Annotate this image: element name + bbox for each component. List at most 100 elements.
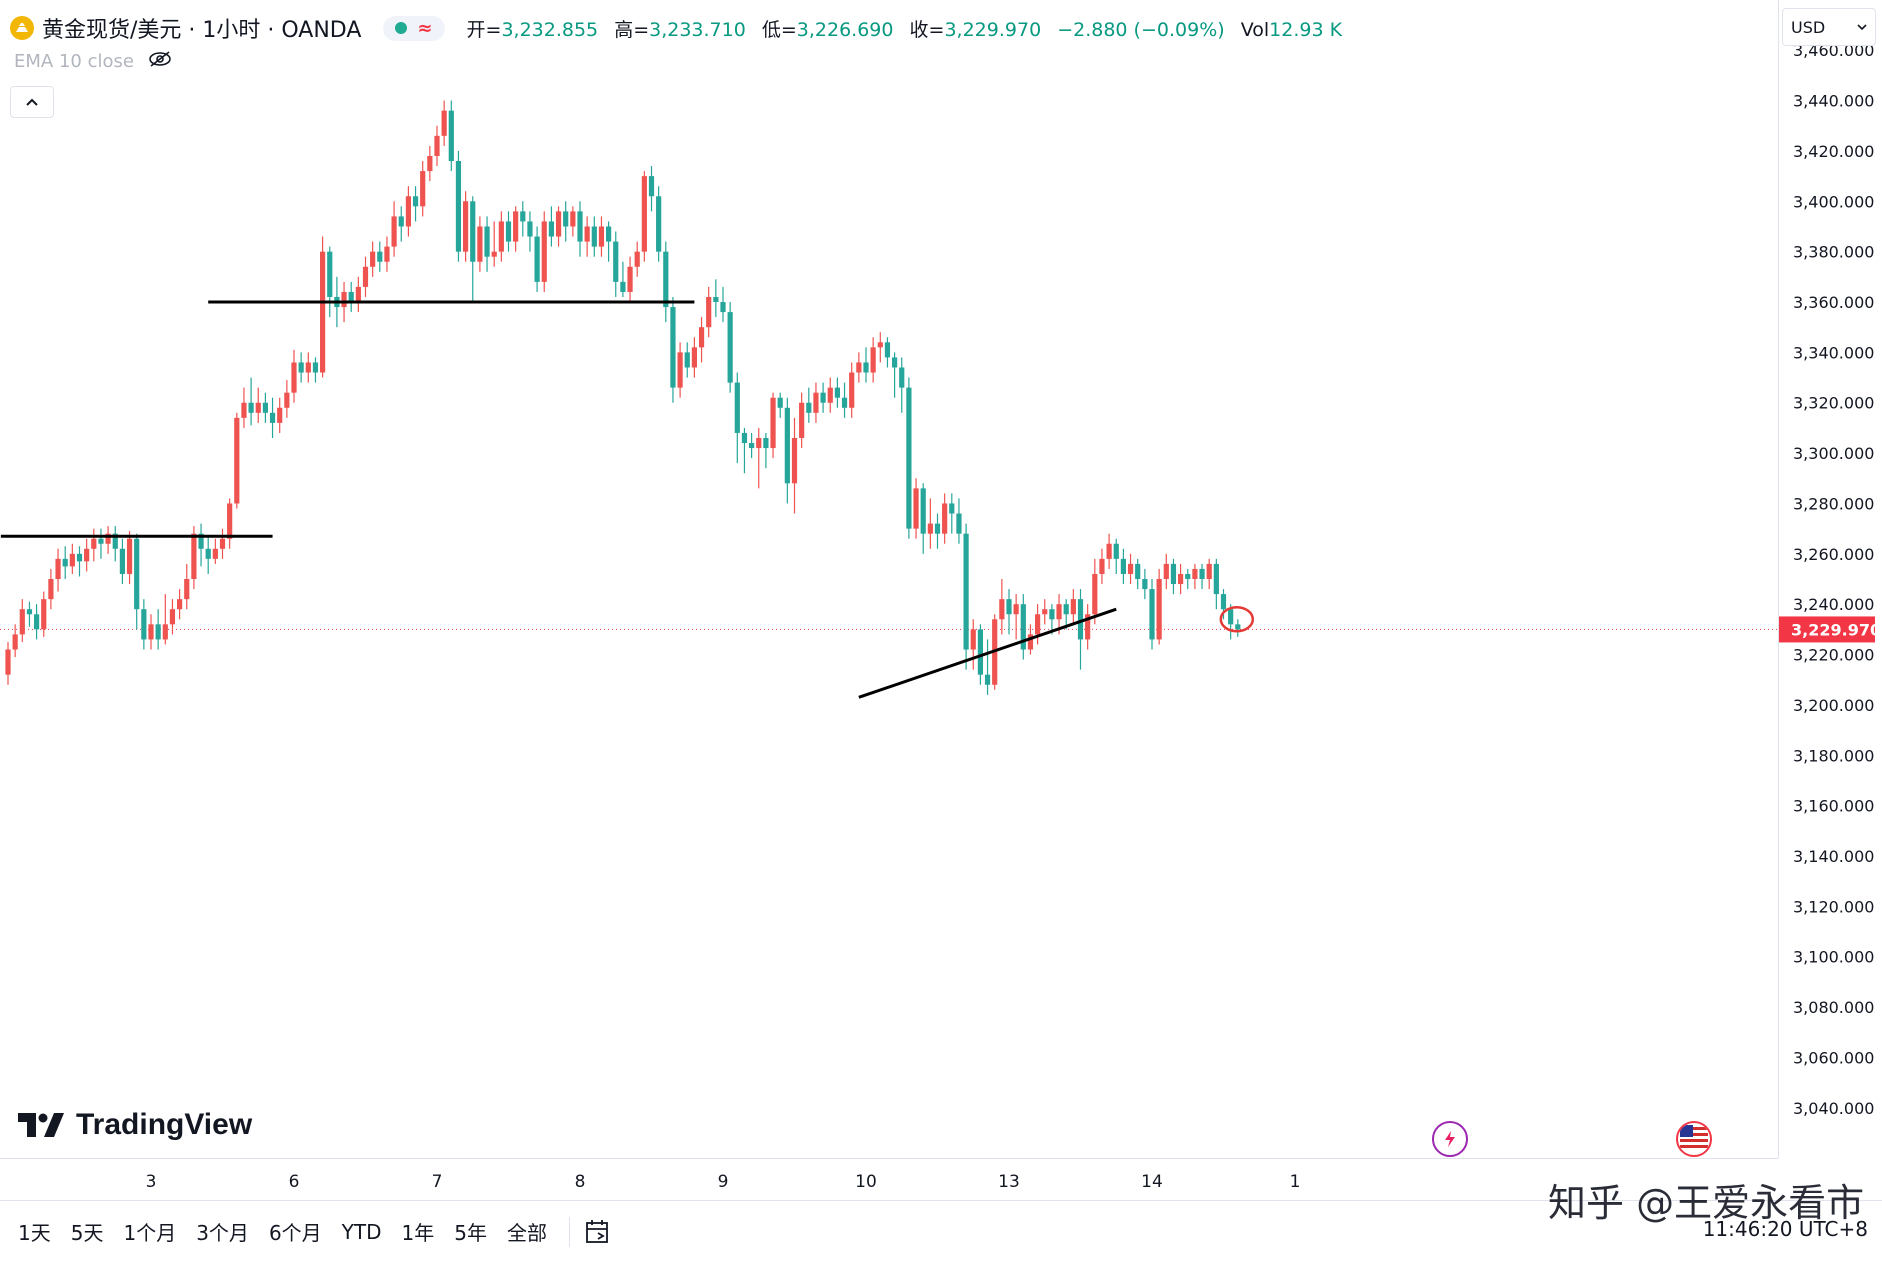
- high-value: 3,233.710: [649, 18, 746, 41]
- volume-value: 12.93 K: [1269, 18, 1343, 41]
- candle: [706, 286, 712, 338]
- gold-symbol-icon: [10, 16, 34, 40]
- candle: [563, 201, 569, 242]
- candle: [756, 427, 762, 489]
- last-price-label: 3,229.970: [1779, 616, 1881, 643]
- range-ytd-button[interactable]: YTD: [341, 1219, 382, 1244]
- candle: [177, 589, 183, 620]
- symbol-title[interactable]: 黄金现货/美元 · 1小时 · OANDA: [42, 18, 362, 43]
- price-tick-label: 3,100.000: [1793, 948, 1874, 967]
- candle: [477, 216, 483, 272]
- event-lightning-icon[interactable]: [1432, 1121, 1468, 1157]
- candle: [913, 478, 919, 539]
- range-1d-button[interactable]: 1天: [18, 1221, 51, 1245]
- candle: [1213, 558, 1219, 610]
- candle: [684, 342, 690, 378]
- candle: [934, 513, 941, 549]
- time-tick-label: 10: [855, 1172, 877, 1192]
- data-delay-wave-icon: ≈: [417, 17, 433, 39]
- range-1m-button[interactable]: 1个月: [123, 1221, 177, 1245]
- candle: [112, 526, 118, 562]
- candle: [570, 206, 576, 237]
- price-tick-label: 3,160.000: [1793, 797, 1874, 816]
- bottom-toolbar: 1天 5天 1个月 3个月 6个月 YTD 1年 5年 全部 11:46:20 …: [0, 1200, 1882, 1262]
- range-6m-button[interactable]: 6个月: [268, 1221, 322, 1245]
- chevron-up-icon: [26, 98, 38, 106]
- range-1y-button[interactable]: 1年: [401, 1221, 435, 1245]
- candle: [984, 639, 991, 695]
- price-axis[interactable]: 3,460.000 3,440.000 3,420.000 3,400.000 3,38…: [1778, 0, 1882, 1158]
- candle: [12, 624, 18, 658]
- change-value: −2.880 (−0.09%): [1057, 18, 1225, 41]
- candle: [827, 377, 833, 413]
- range-5y-button[interactable]: 5年: [454, 1221, 487, 1245]
- candle: [970, 619, 976, 670]
- candle: [391, 201, 397, 257]
- collapse-legend-button[interactable]: [10, 86, 54, 118]
- us-flag-economic-event-icon[interactable]: [1676, 1121, 1712, 1157]
- price-tick-label: 3,320.000: [1793, 394, 1874, 413]
- candle: [255, 387, 261, 423]
- candle: [999, 579, 1005, 635]
- candle: [927, 498, 933, 549]
- time-tick-label: 14: [1141, 1172, 1163, 1192]
- candle: [734, 372, 740, 464]
- candle: [1092, 558, 1098, 625]
- candle: [806, 387, 812, 423]
- timezone-clock[interactable]: 11:46:20 UTC+8: [1702, 1217, 1868, 1241]
- candle: [892, 352, 898, 398]
- candle: [1228, 604, 1234, 640]
- market-status-badge[interactable]: ≈: [383, 15, 445, 41]
- time-axis[interactable]: 3 6 7 8 9 10 13 14 1: [0, 1158, 1778, 1201]
- time-tick-label: 3: [146, 1172, 157, 1192]
- time-tick-label: 8: [575, 1172, 586, 1192]
- candle: [1006, 589, 1012, 635]
- candle: [76, 546, 83, 577]
- candle: [262, 392, 268, 423]
- candle: [820, 382, 826, 413]
- date-range-calendar-icon[interactable]: [580, 1214, 616, 1250]
- candle: [799, 392, 805, 449]
- candle: [1113, 538, 1119, 574]
- chart-plot-area[interactable]: [0, 0, 1778, 1158]
- hidden-eye-icon[interactable]: [148, 50, 172, 73]
- candle: [942, 493, 948, 544]
- candle: [513, 206, 519, 252]
- candle: [670, 296, 676, 403]
- candle: [48, 568, 54, 610]
- range-5d-button[interactable]: 5天: [70, 1221, 104, 1245]
- highlight-circle-drawing[interactable]: [1219, 606, 1255, 633]
- high-label: 高=: [614, 18, 650, 41]
- candle: [1206, 558, 1212, 590]
- candle: [448, 100, 454, 172]
- range-selector: 1天 5天 1个月 3个月 6个月 YTD 1年 5年 全部: [10, 1213, 616, 1250]
- price-tick-label: 3,120.000: [1793, 897, 1874, 916]
- candle: [770, 392, 776, 459]
- range-3m-button[interactable]: 3个月: [196, 1221, 249, 1245]
- price-tick-label: 3,400.000: [1793, 192, 1874, 211]
- candle: [1178, 563, 1184, 595]
- candle: [184, 563, 190, 610]
- candle: [620, 261, 626, 297]
- candle: [5, 641, 11, 685]
- tradingview-brand-text: TradingView: [76, 1108, 253, 1141]
- candle: [963, 523, 969, 670]
- candle: [119, 538, 125, 585]
- trend-line-drawing[interactable]: [858, 607, 1117, 699]
- candle: [1185, 568, 1191, 590]
- currency-dropdown[interactable]: USD: [1782, 8, 1876, 46]
- candlestick-chart[interactable]: [0, 0, 1778, 1158]
- candle: [1120, 548, 1126, 585]
- candle: [34, 604, 40, 640]
- candle: [920, 483, 926, 554]
- candle: [148, 614, 154, 650]
- indicator-legend[interactable]: EMA 10 close: [14, 50, 172, 73]
- candle: [1085, 604, 1091, 650]
- range-all-button[interactable]: 全部: [506, 1221, 547, 1245]
- candle: [1020, 594, 1026, 660]
- candle: [320, 236, 326, 378]
- tradingview-logo[interactable]: TradingView: [18, 1108, 252, 1142]
- candle: [455, 150, 462, 262]
- candle: [277, 397, 283, 433]
- indicator-label[interactable]: EMA 10 close: [14, 51, 134, 72]
